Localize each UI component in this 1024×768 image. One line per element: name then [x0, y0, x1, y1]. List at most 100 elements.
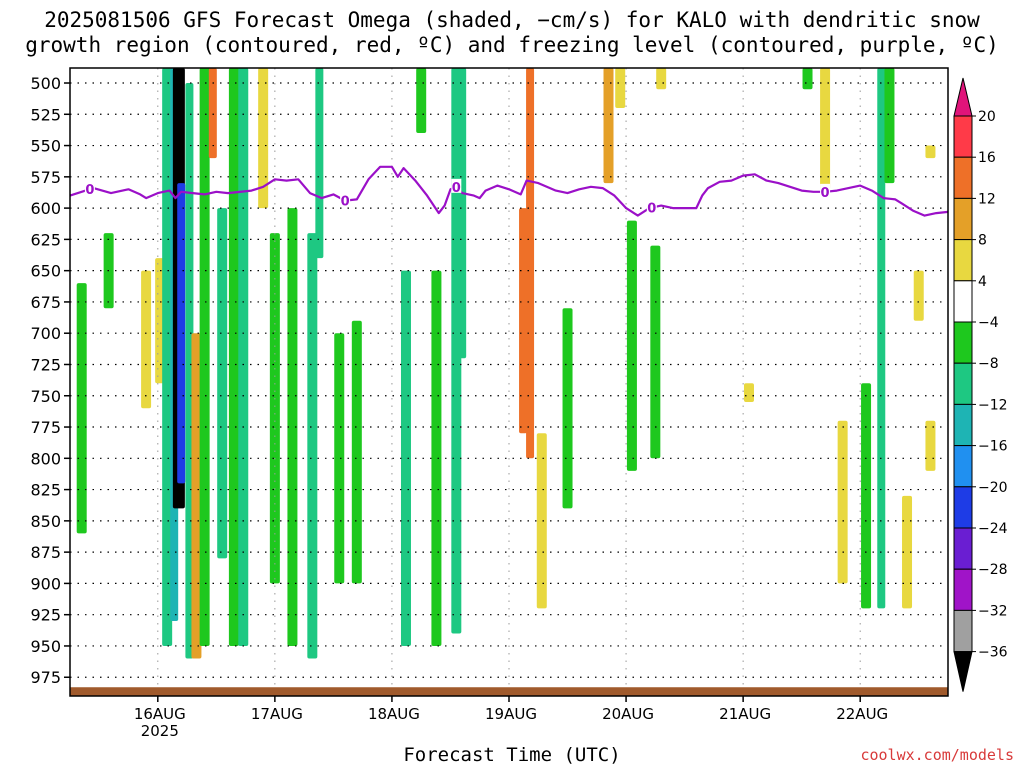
x-tick-label-19: 19AUG [485, 705, 537, 723]
freezing-level-contour: 0 0 0 0 0 [69, 165, 949, 217]
omega-cell-7 [177, 183, 186, 484]
colorbar-label-2: 12 [978, 191, 996, 207]
omega-cell-20 [334, 333, 345, 584]
y-tick-label-950: 950 [30, 637, 61, 656]
y-tick-label-750: 750 [30, 387, 61, 406]
freezing-label-bg-2 [451, 178, 462, 193]
colorbar-swatch-7 [953, 403, 973, 447]
omega-cell-40 [861, 383, 872, 609]
freezing-label-bg-4 [820, 183, 831, 198]
y-tick-label-850: 850 [30, 512, 61, 531]
omega-cell-19 [315, 68, 324, 259]
x-axis-label: Forecast Time (UTC) [403, 744, 621, 766]
omega-cell-12 [217, 208, 228, 559]
x-tick-label-17: 17AUG [251, 705, 303, 723]
omega-cell-29 [536, 433, 547, 609]
omega-cell-9 [191, 333, 202, 659]
omega-cell-10 [199, 68, 210, 646]
y-tick-label-500: 500 [30, 74, 61, 93]
colorbar-swatch-11 [953, 568, 973, 611]
x-tick-label-21: 21AUG [719, 705, 771, 723]
colorbar-label-7: −12 [978, 397, 1008, 413]
y-tick-label-825: 825 [30, 481, 61, 500]
colorbar-label-8: −16 [978, 439, 1008, 455]
y-tick-label-900: 900 [30, 574, 61, 593]
colorbar-swatch-9 [953, 486, 973, 529]
y-tick-label-775: 775 [30, 418, 61, 437]
omega-cell-18 [307, 233, 318, 659]
omega-cell-0 [76, 283, 87, 534]
colorbar-label-1: 16 [978, 150, 996, 166]
omega-cell-8 [185, 83, 194, 659]
omega-cell-27 [519, 208, 528, 434]
colorbar-swatch-12 [953, 609, 973, 653]
omega-cell-14 [238, 68, 249, 646]
omega-cell-43 [902, 495, 913, 609]
omega-cell-38 [820, 68, 831, 190]
colorbar: 20 16 12 8 4 −4 −8 −12 −16 −20 −24 −28 −32 −36 [953, 77, 1008, 692]
colorbar-label-6: −8 [978, 356, 999, 372]
colorbar-label-12: −32 [978, 603, 1008, 619]
chart-title: 2025081506 GFS Forecast Omega (shaded, −… [0, 8, 1024, 58]
colorbar-swatch-6 [953, 362, 973, 405]
y-tick-label-975: 975 [30, 668, 61, 687]
colorbar-label-10: −24 [978, 521, 1008, 537]
y-tick-label-925: 925 [30, 606, 61, 625]
omega-cell-31 [603, 68, 614, 184]
colorbar-swatch-8 [953, 445, 973, 488]
colorbar-swatch-3 [953, 239, 973, 282]
freezing-label-bg-1 [340, 192, 351, 207]
y-tick-label-725: 725 [30, 355, 61, 374]
x-tick-sublabel-16: 2025 [141, 722, 179, 740]
y-tick-label-625: 625 [30, 230, 61, 249]
y-tick-label-700: 700 [30, 324, 61, 343]
x-tick-label-22: 22AUG [836, 705, 888, 723]
colorbar-label-0: 20 [978, 109, 996, 125]
omega-cell-15 [258, 68, 269, 209]
y-tick-label-800: 800 [30, 449, 61, 468]
colorbar-label-11: −28 [978, 562, 1008, 578]
y-tick-label-550: 550 [30, 137, 61, 156]
freezing-label-1: 0 [341, 195, 350, 210]
omega-cell-11 [208, 68, 217, 159]
omega-cell-45 [925, 145, 936, 159]
colorbar-swatch-1 [953, 156, 973, 199]
omega-cell-22 [400, 270, 411, 646]
y-tick-label-875: 875 [30, 543, 61, 562]
omega-cell-16 [269, 233, 280, 584]
omega-cell-26 [458, 68, 467, 359]
freezing-label-0: 0 [85, 183, 94, 198]
omega-cell-24 [431, 270, 442, 646]
colorbar-label-13: −36 [978, 645, 1008, 661]
omega-cell-23 [416, 68, 427, 134]
omega-shading [76, 68, 936, 659]
colorbar-label-9: −20 [978, 480, 1008, 496]
y-tick-label-675: 675 [30, 293, 61, 312]
colorbar-top-arrow [953, 77, 973, 117]
omega-cell-39 [837, 420, 848, 584]
omega-cell-44 [913, 270, 924, 321]
omega-cell-2 [141, 270, 152, 409]
y-tick-label-600: 600 [30, 199, 61, 218]
colorbar-swatch-4 [953, 280, 973, 323]
omega-cell-28 [526, 68, 535, 459]
omega-cell-4 [162, 68, 173, 646]
omega-cell-32 [615, 68, 626, 109]
title-line-1: 2025081506 GFS Forecast Omega (shaded, −… [44, 8, 980, 32]
omega-cell-30 [562, 308, 573, 509]
omega-cell-34 [650, 245, 661, 459]
colorbar-label-4: 4 [978, 274, 987, 290]
colorbar-swatch-0 [953, 115, 973, 158]
omega-cell-13 [228, 68, 239, 646]
colorbar-label-5: −4 [978, 315, 999, 331]
freezing-label-bg-0 [84, 181, 95, 196]
omega-cell-37 [802, 68, 813, 90]
colorbar-bottom-arrow [953, 651, 973, 692]
freezing-label-4: 0 [821, 186, 830, 201]
omega-cell-36 [743, 383, 754, 403]
omega-cell-46 [925, 420, 936, 471]
y-axis-ticks: 500 525 550 575 600 625 650 675 700 725 750 775 800 8… [30, 74, 70, 687]
freezing-label-2: 0 [452, 181, 461, 196]
colorbar-swatch-10 [953, 527, 973, 570]
